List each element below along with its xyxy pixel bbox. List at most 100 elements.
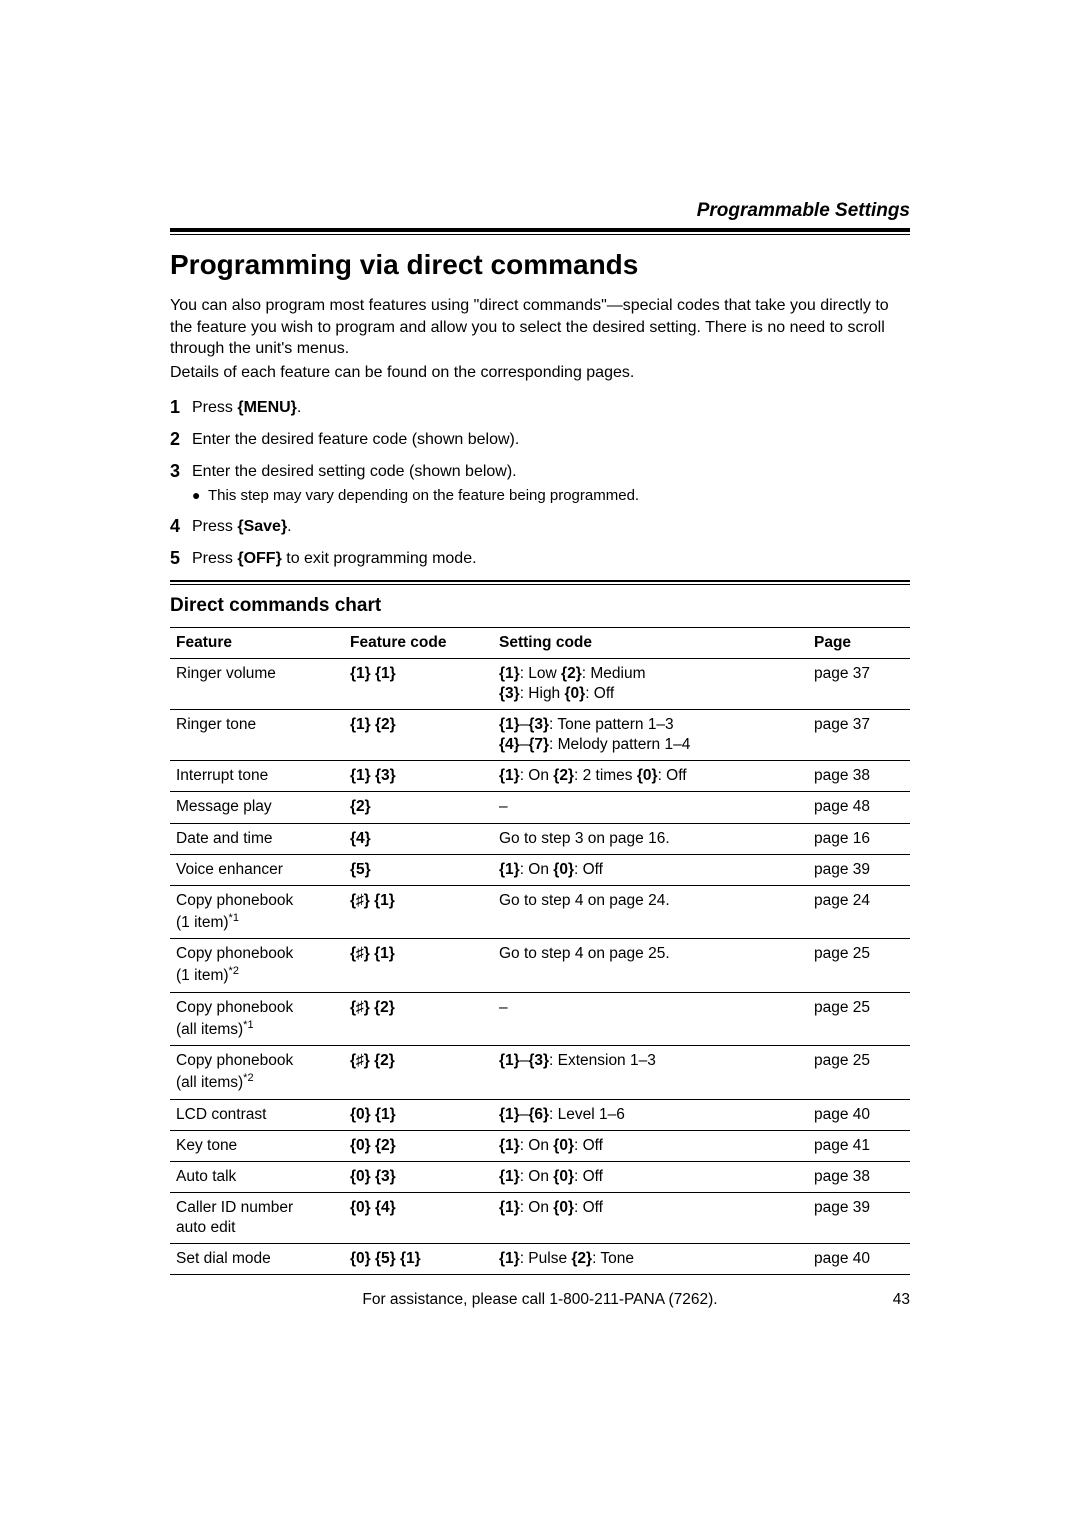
step: 4Press {Save}. [170,516,910,538]
table-row: Message play{2}–page 48 [170,792,910,823]
cell-setting-code: {1}: Low {2}: Medium{3}: High {0}: Off [493,658,808,709]
step-body: Press {Save}. [192,516,910,538]
cell-setting-code: {1}: On {0}: Off [493,1193,808,1244]
cell-setting-code: {1}–{6}: Level 1–6 [493,1099,808,1130]
bullet-icon: ● [192,486,208,506]
cell-feature: Auto talk [170,1161,344,1192]
cell-setting-code: {1}: On {0}: Off [493,1161,808,1192]
table-header-row: Feature Feature code Setting code Page [170,627,910,658]
table-row: Copy phonebook(all items)*2{♯} {2}{1}–{3… [170,1046,910,1099]
rule-mid-top [170,580,910,582]
cell-feature: Set dial mode [170,1244,344,1275]
intro-block: You can also program most features using… [170,295,910,383]
cell-feature: Key tone [170,1130,344,1161]
cell-page: page 16 [808,823,910,854]
cell-setting-code: {1}–{3}: Tone pattern 1–3{4}–{7}: Melody… [493,710,808,761]
commands-table: Feature Feature code Setting code Page R… [170,627,910,1276]
cell-page: page 24 [808,885,910,938]
rule-top [170,228,910,232]
table-row: Interrupt tone{1} {3}{1}: On {2}: 2 time… [170,761,910,792]
step-number: 5 [170,548,192,569]
key-label: {OFF} [237,550,281,567]
step-body: Press {OFF} to exit programming mode. [192,548,910,570]
cell-feature: Interrupt tone [170,761,344,792]
section-header: Programmable Settings [170,200,910,222]
cell-feature: Copy phonebook(all items)*2 [170,1046,344,1099]
cell-page: page 40 [808,1244,910,1275]
step-number: 1 [170,397,192,418]
table-row: Auto talk{0} {3}{1}: On {0}: Offpage 38 [170,1161,910,1192]
cell-feature: Copy phonebook(1 item)*1 [170,885,344,938]
cell-page: page 25 [808,992,910,1045]
cell-feature-code: {0} {2} [344,1130,493,1161]
cell-setting-code: Go to step 3 on page 16. [493,823,808,854]
steps-list: 1Press {MENU}. 2Enter the desired feature… [170,397,910,569]
cell-feature: Ringer tone [170,710,344,761]
table-row: Copy phonebook(all items)*1{♯} {2}–page … [170,992,910,1045]
cell-feature-code: {5} [344,854,493,885]
step: 5Press {OFF} to exit programming mode. [170,548,910,570]
cell-feature: LCD contrast [170,1099,344,1130]
table-row: Caller ID numberauto edit{0} {4}{1}: On … [170,1193,910,1244]
cell-feature-code: {2} [344,792,493,823]
cell-setting-code: Go to step 4 on page 24. [493,885,808,938]
step-number: 4 [170,516,192,537]
footer: For assistance, please call 1-800-211-PA… [170,1291,910,1309]
table-row: Ringer volume{1} {1}{1}: Low {2}: Medium… [170,658,910,709]
cell-feature: Voice enhancer [170,854,344,885]
cell-setting-code: {1}: On {0}: Off [493,854,808,885]
step-sub-text: This step may vary depending on the feat… [208,486,639,506]
step: 1Press {MENU}. [170,397,910,419]
cell-page: page 37 [808,658,910,709]
table-row: Copy phonebook(1 item)*1{♯} {1}Go to ste… [170,885,910,938]
cell-setting-code: {1}: On {0}: Off [493,1130,808,1161]
key-label: {Save} [237,518,287,535]
cell-page: page 41 [808,1130,910,1161]
th-setting: Setting code [493,627,808,658]
cell-page: page 48 [808,792,910,823]
cell-setting-code: {1}: Pulse {2}: Tone [493,1244,808,1275]
cell-setting-code: – [493,792,808,823]
table-row: Key tone{0} {2}{1}: On {0}: Offpage 41 [170,1130,910,1161]
rule-top-hair [170,234,910,235]
cell-feature: Message play [170,792,344,823]
th-page: Page [808,627,910,658]
cell-feature-code: {0} {4} [344,1193,493,1244]
cell-page: page 39 [808,854,910,885]
step-body: Enter the desired setting code (shown be… [192,461,910,507]
rule-mid-hair [170,584,910,585]
key-label: {MENU} [237,399,297,416]
intro-p1: You can also program most features using… [170,295,910,360]
footer-assist: For assistance, please call 1-800-211-PA… [362,1291,717,1308]
intro-p2: Details of each feature can be found on … [170,362,910,384]
th-feature: Feature [170,627,344,658]
cell-page: page 38 [808,1161,910,1192]
cell-feature: Copy phonebook(all items)*1 [170,992,344,1045]
cell-feature-code: {0} {1} [344,1099,493,1130]
cell-page: page 40 [808,1099,910,1130]
cell-page: page 25 [808,1046,910,1099]
step-number: 2 [170,429,192,450]
cell-feature-code: {4} [344,823,493,854]
cell-page: page 38 [808,761,910,792]
table-row: Copy phonebook(1 item)*2{♯} {1}Go to ste… [170,939,910,992]
table-row: LCD contrast{0} {1}{1}–{6}: Level 1–6pag… [170,1099,910,1130]
cell-feature-code: {♯} {1} [344,939,493,992]
step-number: 3 [170,461,192,482]
table-row: Date and time{4}Go to step 3 on page 16.… [170,823,910,854]
cell-feature-code: {1} {3} [344,761,493,792]
cell-feature: Caller ID numberauto edit [170,1193,344,1244]
table-row: Set dial mode{0} {5} {1}{1}: Pulse {2}: … [170,1244,910,1275]
step-sub: ●This step may vary depending on the fea… [192,486,910,506]
step: 3Enter the desired setting code (shown b… [170,461,910,507]
cell-feature-code: {♯} {2} [344,1046,493,1099]
table-row: Ringer tone{1} {2}{1}–{3}: Tone pattern … [170,710,910,761]
step-body: Enter the desired feature code (shown be… [192,429,910,451]
cell-feature-code: {1} {1} [344,658,493,709]
chart-title: Direct commands chart [170,595,910,617]
cell-feature: Ringer volume [170,658,344,709]
cell-setting-code: – [493,992,808,1045]
cell-setting-code: {1}: On {2}: 2 times {0}: Off [493,761,808,792]
cell-feature-code: {♯} {2} [344,992,493,1045]
cell-page: page 39 [808,1193,910,1244]
